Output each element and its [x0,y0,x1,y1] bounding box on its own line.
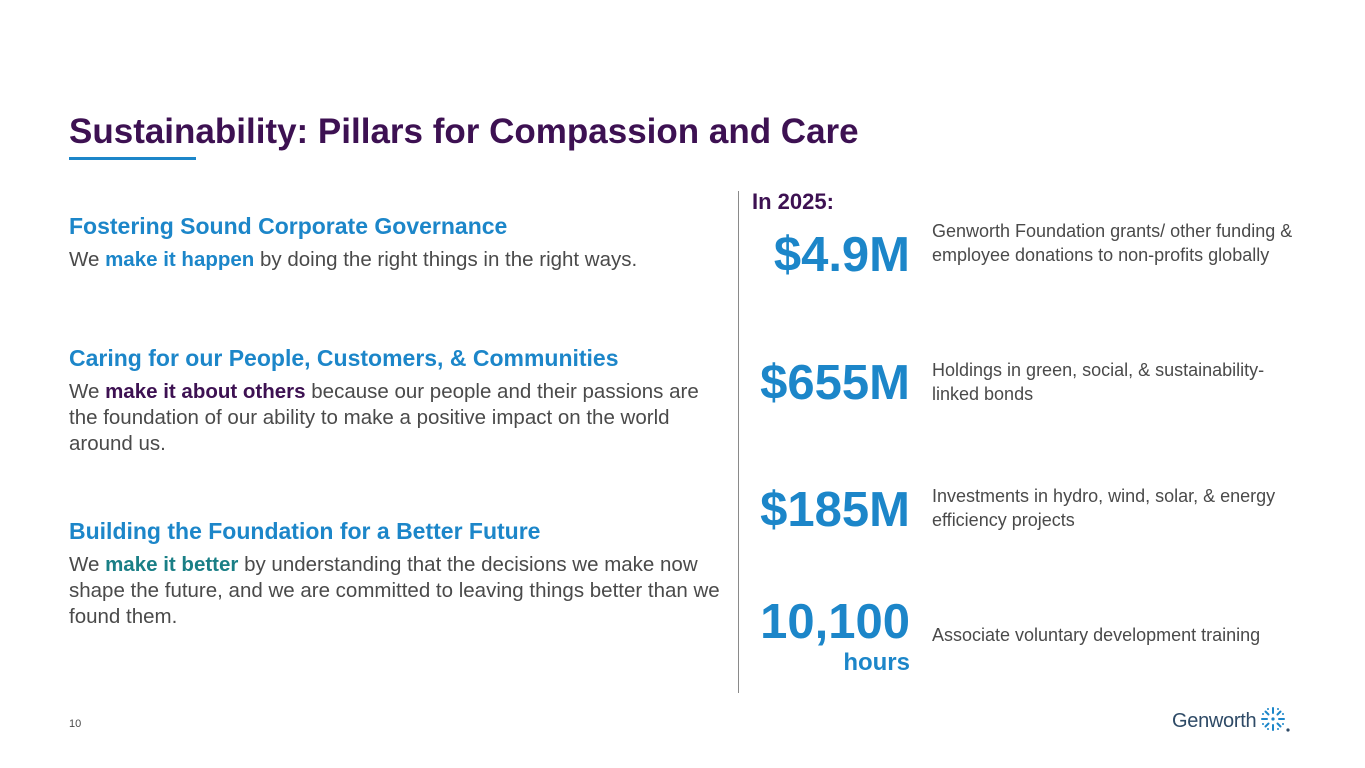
page-title: Sustainability: Pillars for Compassion a… [69,112,859,151]
pillar-governance: Fostering Sound Corporate Governance We … [69,212,729,273]
logo-wordmark: Genworth [1172,710,1257,732]
genworth-logo: Genworth [1172,703,1291,739]
pillar-future: Building the Foundation for a Better Fut… [69,517,729,630]
pillar-text: by doing the right things in the right w… [254,248,638,271]
stat-description: Associate voluntary development training [932,625,1261,645]
pillar-text: We [69,553,106,576]
pillar-body: We make it happen by doing the right thi… [69,247,729,273]
pillar-body: We make it about others because our peop… [69,379,729,457]
starburst-logo-icon [1261,707,1290,732]
pillar-text: because our people and their passions ar… [69,380,699,455]
pillar-text: We [69,248,106,271]
stat-value: $185M [760,483,910,537]
stat-value: 10,100 [760,595,910,649]
pillar-people: Caring for our People, Customers, & Comm… [69,344,729,457]
stat-description: Investments in hydro, wind, solar, & ene… [932,486,1276,530]
pillar-emphasis: make it happen [105,248,255,271]
pillar-emphasis: make it about others [105,380,306,403]
pillar-text: We [69,380,106,403]
stats-header: In 2025: [752,189,834,214]
stat-unit: hours [843,649,910,676]
column-divider [738,191,739,693]
page-number: 10 [69,718,82,730]
stat-description: Holdings in green, social, & sustainabil… [932,360,1265,404]
pillar-heading: Building the Foundation for a Better Fut… [69,518,541,544]
stat-value: $655M [760,356,910,410]
pillar-text: by understanding that the decisions we m… [69,553,720,628]
stat-description: Genworth Foundation grants/ other fundin… [932,221,1293,265]
pillar-heading: Fostering Sound Corporate Governance [69,213,508,239]
title-underline [69,157,196,160]
stat-value: $4.9M [773,228,910,282]
pillar-heading: Caring for our People, Customers, & Comm… [69,345,619,371]
pillar-body: We make it better by understanding that … [69,552,729,630]
pillar-emphasis: make it better [105,553,239,576]
